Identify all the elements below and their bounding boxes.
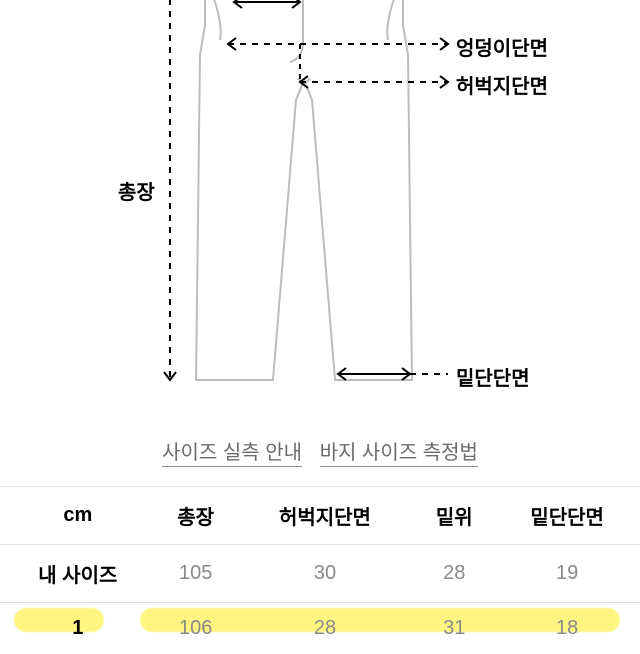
cell: 28 — [236, 603, 415, 654]
table-row: 1 106 28 31 18 — [0, 603, 640, 654]
label-hip: 엉덩이단면 — [456, 32, 548, 61]
label-thigh: 허벅지단면 — [456, 70, 548, 99]
col-2: 밑위 — [414, 487, 494, 545]
row-label: 내 사이즈 — [0, 545, 156, 603]
pants-svg — [0, 0, 640, 430]
cell: 28 — [414, 545, 494, 603]
cell: 31 — [414, 603, 494, 654]
cell: 19 — [494, 545, 640, 603]
cell: 30 — [236, 545, 415, 603]
link-measure-how[interactable]: 바지 사이즈 측정법 — [320, 442, 478, 467]
unit-header: cm — [0, 487, 156, 545]
pants-diagram: 밑위 엉덩이단면 허벅지단면 총장 밑단단면 — [0, 0, 640, 430]
cell: 18 — [494, 603, 640, 654]
col-0: 총장 — [156, 487, 236, 545]
cell: 106 — [156, 603, 236, 654]
size-table: cm 총장 허벅지단면 밑위 밑단단면 내 사이즈 105 30 28 19 1… — [0, 486, 640, 654]
table-header-row: cm 총장 허벅지단면 밑위 밑단단면 — [0, 487, 640, 545]
table-row: 내 사이즈 105 30 28 19 — [0, 545, 640, 603]
label-length: 총장 — [118, 176, 155, 205]
label-hem: 밑단단면 — [456, 362, 530, 391]
col-1: 허벅지단면 — [236, 487, 415, 545]
col-3: 밑단단면 — [494, 487, 640, 545]
cell: 105 — [156, 545, 236, 603]
link-size-guide[interactable]: 사이즈 실측 안내 — [162, 442, 302, 467]
links-row: 사이즈 실측 안내 바지 사이즈 측정법 — [0, 436, 640, 465]
row-label: 1 — [0, 603, 156, 654]
